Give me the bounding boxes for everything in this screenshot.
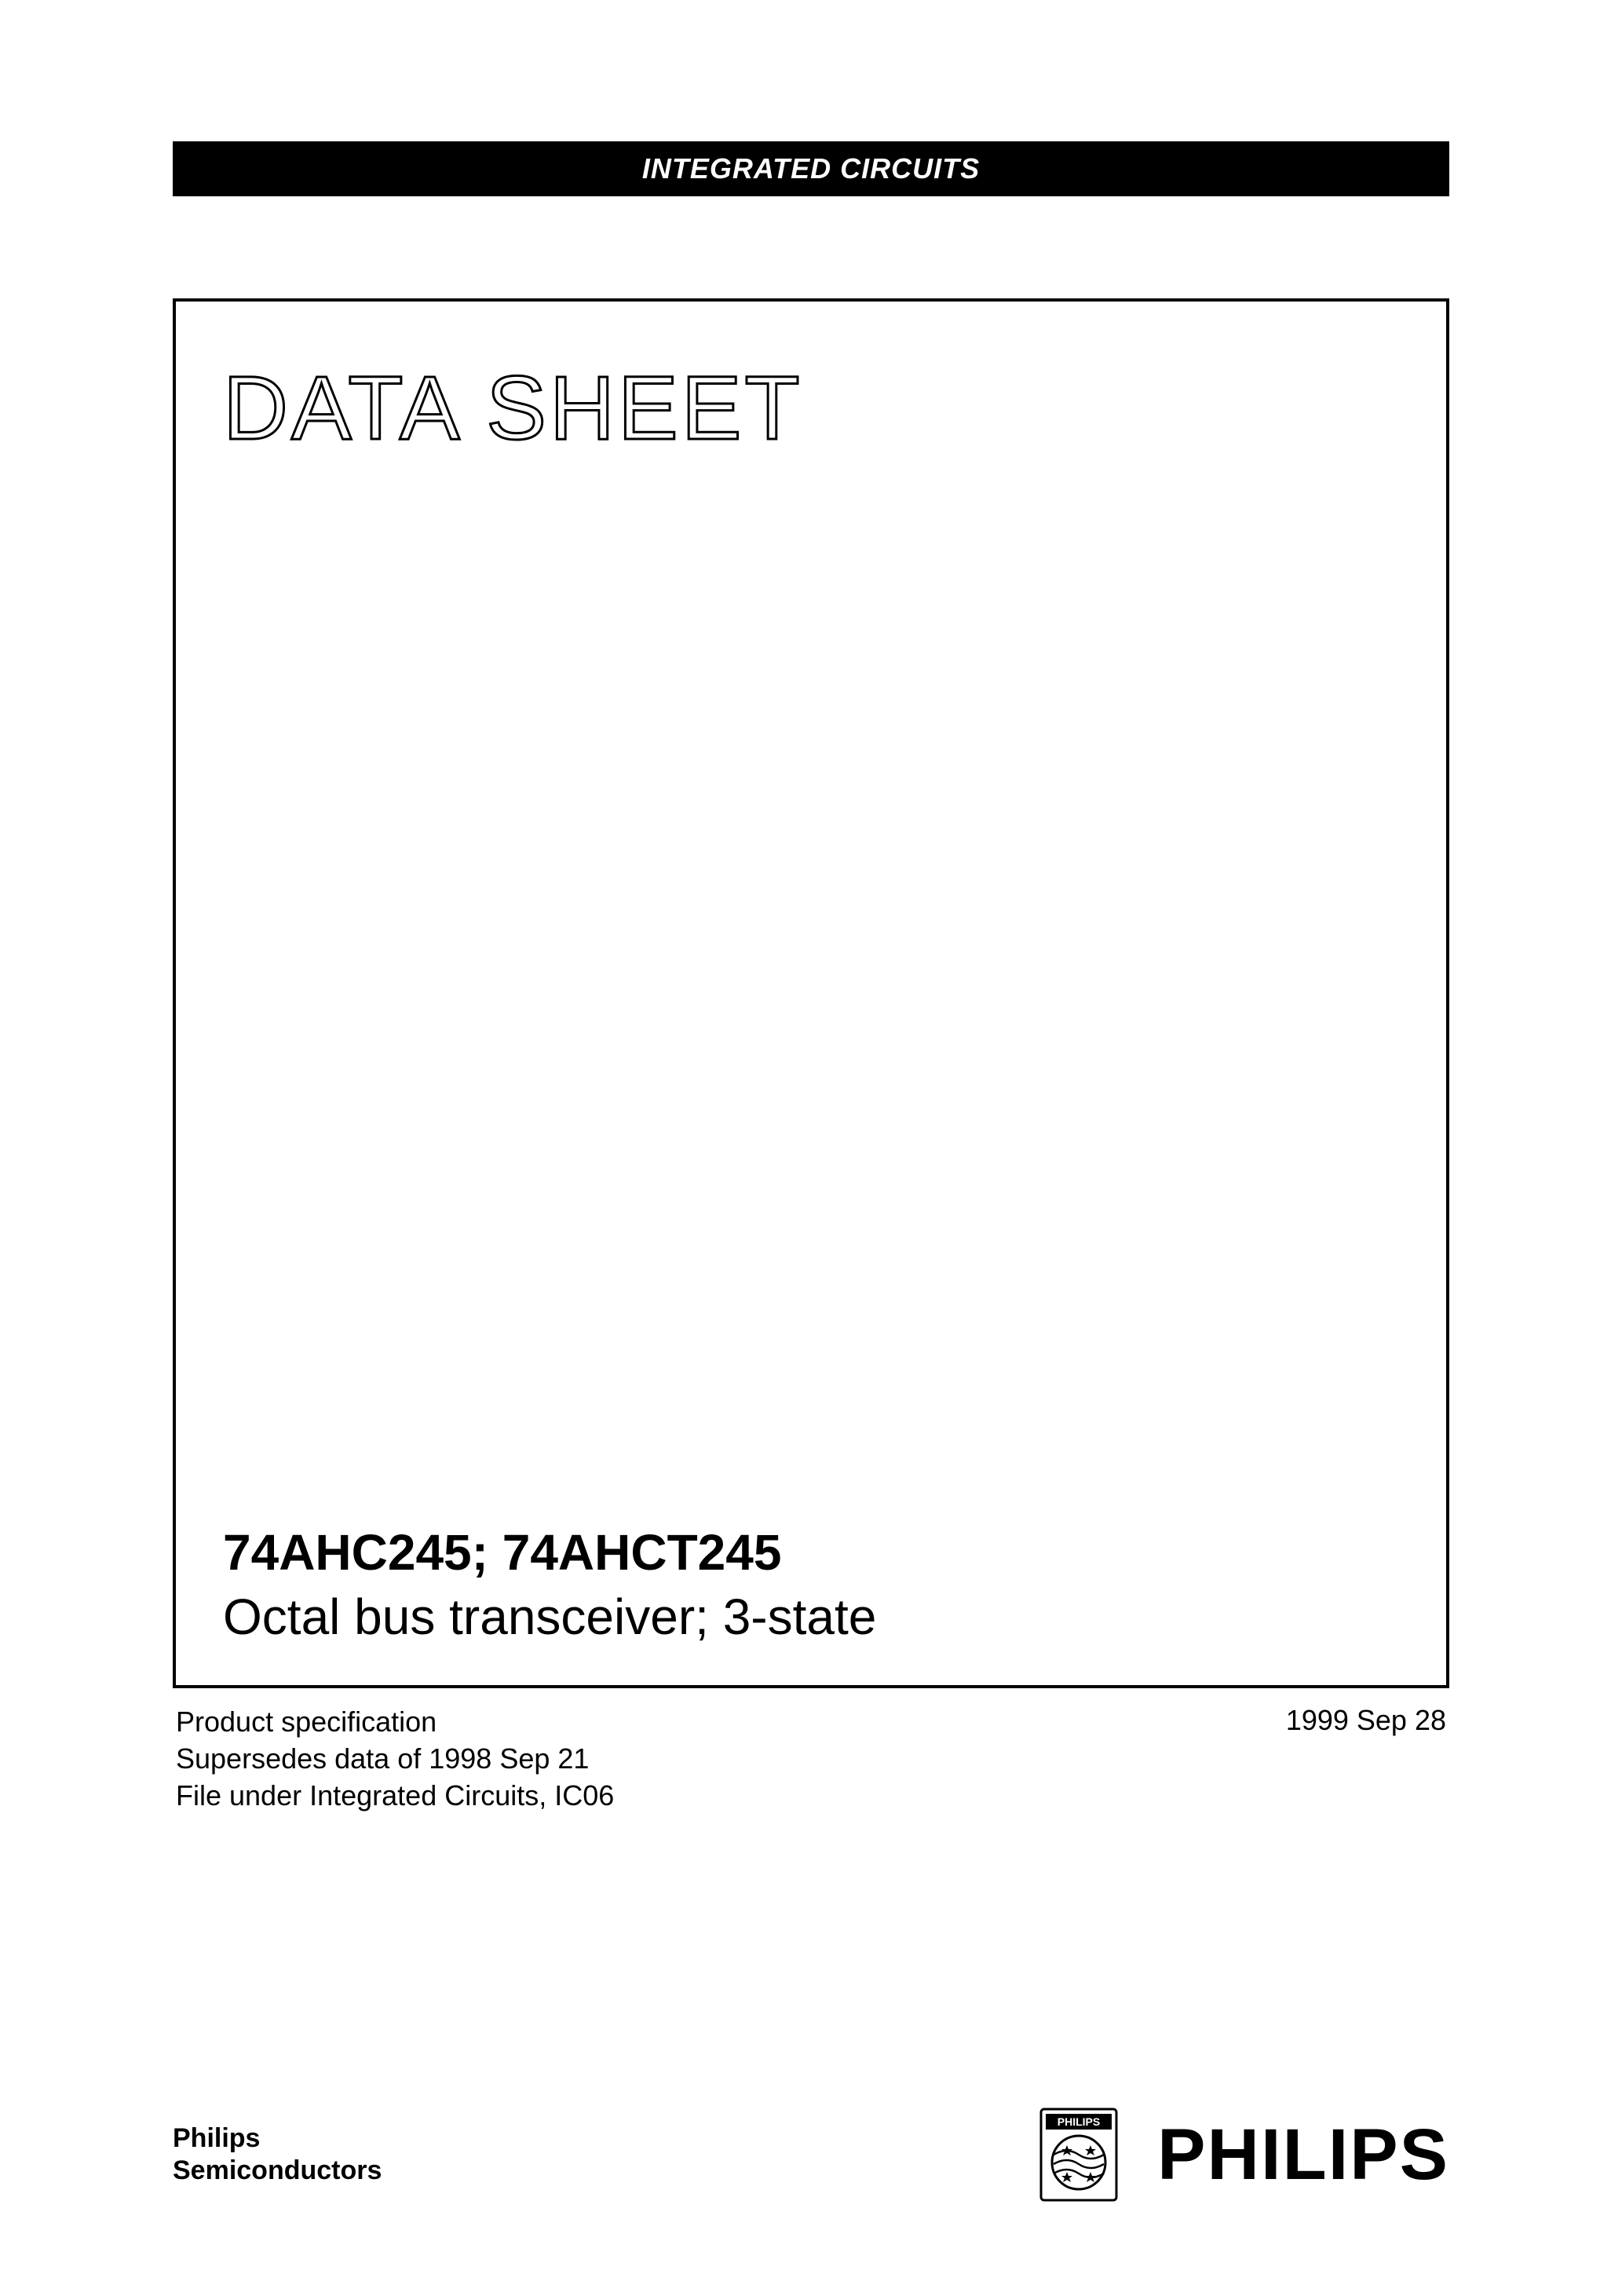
header-category-bar: INTEGRATED CIRCUITS bbox=[173, 141, 1449, 196]
footer-logos: PHILIPS PHILIPS bbox=[1039, 2108, 1449, 2202]
shield-label-text: PHILIPS bbox=[1058, 2115, 1100, 2128]
product-info-block: 74AHC245; 74AHCT245 Octal bus transceive… bbox=[223, 1523, 876, 1646]
philips-wordmark: PHILIPS bbox=[1157, 2114, 1449, 2196]
main-content-box: DATA SHEET 74AHC245; 74AHCT245 Octal bus… bbox=[173, 298, 1449, 1688]
spec-date: 1999 Sep 28 bbox=[1286, 1704, 1446, 1814]
spec-line-3: File under Integrated Circuits, IC06 bbox=[176, 1778, 614, 1815]
page-container: INTEGRATED CIRCUITS DATA SHEET 74AHC245;… bbox=[0, 0, 1622, 2296]
part-number: 74AHC245; 74AHCT245 bbox=[223, 1523, 876, 1581]
header-category-text: INTEGRATED CIRCUITS bbox=[642, 152, 980, 185]
specification-text: Product specification Supersedes data of… bbox=[176, 1704, 614, 1814]
spec-line-1: Product specification bbox=[176, 1704, 614, 1741]
footer-company-line2: Semiconductors bbox=[173, 2155, 382, 2187]
part-description: Octal bus transceiver; 3-state bbox=[223, 1588, 876, 1646]
spec-line-2: Supersedes data of 1998 Sep 21 bbox=[176, 1741, 614, 1778]
footer: Philips Semiconductors PHILIPS PHILIPS bbox=[173, 2108, 1449, 2202]
philips-shield-icon: PHILIPS bbox=[1039, 2108, 1118, 2202]
data-sheet-title: DATA SHEET bbox=[223, 356, 1399, 460]
specification-row: Product specification Supersedes data of… bbox=[173, 1704, 1449, 1814]
footer-company: Philips Semiconductors bbox=[173, 2122, 382, 2187]
footer-company-line1: Philips bbox=[173, 2122, 382, 2155]
